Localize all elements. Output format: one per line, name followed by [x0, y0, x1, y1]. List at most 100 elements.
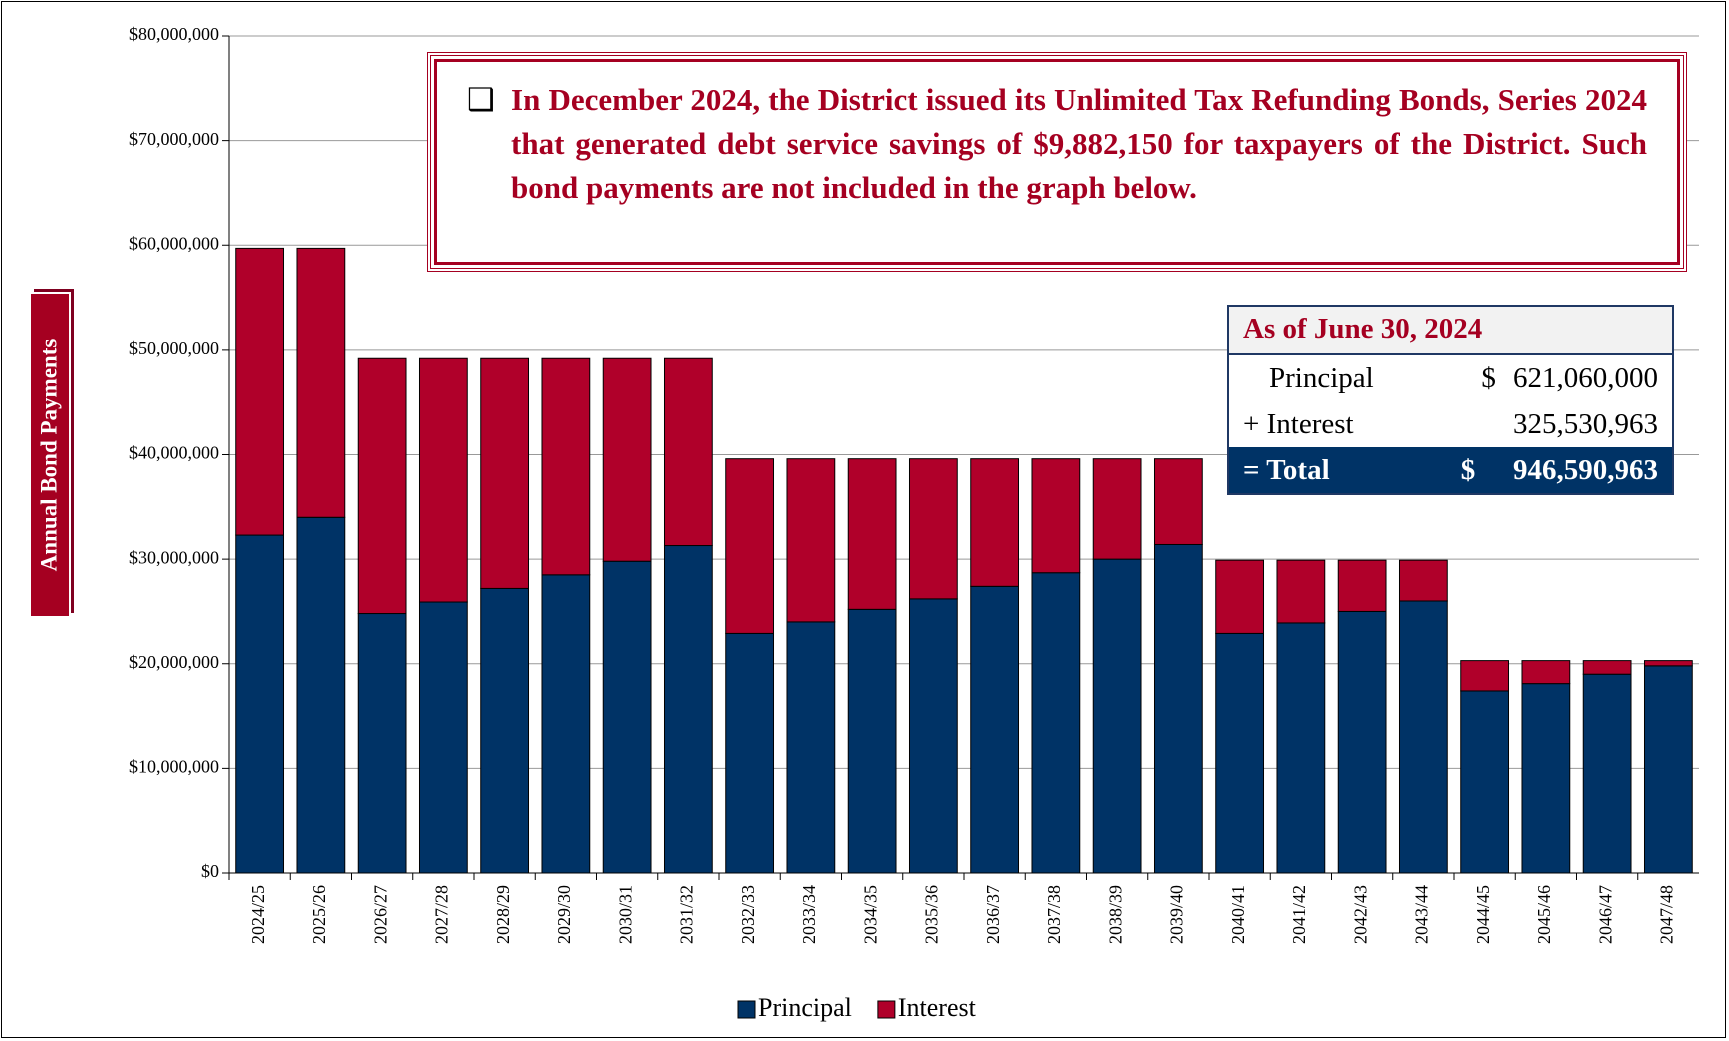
bar-segment — [418, 357, 468, 603]
y-tick-label: $80,000,000 — [129, 24, 219, 44]
y-axis-label: Annual Bond Payments — [36, 339, 61, 572]
bar-segment — [418, 601, 468, 874]
table-cell: Principal — [1269, 361, 1374, 394]
bar-segment — [1031, 572, 1081, 874]
bar-segment — [663, 545, 713, 874]
table-cell: $ — [1460, 453, 1476, 486]
table-row: Principal $621,060,000 — [1229, 355, 1672, 401]
x-tick-label: 2026/27 — [370, 885, 390, 944]
bar-segment — [1153, 543, 1203, 874]
annotation-box: ❑ In December 2024, the District issued i… — [427, 52, 1687, 272]
bar-segment — [1460, 690, 1510, 874]
table-row: = Total $946,590,963 — [1229, 447, 1672, 493]
bar-segment — [480, 357, 530, 589]
bar-segment — [1092, 558, 1142, 874]
x-tick-label: 2039/40 — [1167, 885, 1187, 944]
bar-segment — [1276, 559, 1326, 624]
bar-segment — [725, 458, 775, 634]
table-cell: + Interest — [1243, 407, 1354, 440]
bar-segment — [602, 357, 652, 562]
bar-segment — [1276, 622, 1326, 874]
bar-segment — [1337, 559, 1387, 612]
bar-segment — [296, 516, 346, 874]
y-tick-label: $0 — [201, 861, 219, 881]
legend-label: Interest — [898, 993, 977, 1022]
table-cell: 946,590,963 — [1513, 453, 1658, 486]
bar-segment — [235, 247, 285, 536]
legend-swatch — [737, 1000, 756, 1019]
x-tick-label: 2042/43 — [1350, 885, 1370, 944]
y-tick-label: $20,000,000 — [129, 652, 219, 672]
label-bg — [29, 292, 71, 618]
bar-segment — [1582, 673, 1632, 874]
x-tick-label: 2031/32 — [677, 885, 697, 944]
x-tick-label: 2036/37 — [983, 885, 1003, 944]
x-tick-label: 2033/34 — [799, 885, 819, 944]
bar-segment — [296, 247, 346, 518]
x-tick-label: 2035/36 — [922, 885, 942, 944]
bar-segment — [1398, 600, 1448, 874]
bar-segment — [541, 574, 591, 874]
table-title: As of June 30, 2024 — [1229, 307, 1672, 355]
bar-segment — [357, 357, 407, 615]
bar-segment — [1582, 660, 1632, 675]
x-tick-label: 2047/48 — [1657, 885, 1677, 944]
bar-segment — [235, 534, 285, 874]
bar-segment — [908, 598, 958, 874]
x-tick-label: 2029/30 — [554, 885, 574, 944]
x-tick-label: 2032/33 — [738, 885, 758, 944]
legend-swatch — [877, 1000, 896, 1019]
bar-segment — [970, 458, 1020, 587]
legend-label: Principal — [758, 993, 852, 1022]
bar-segment — [908, 458, 958, 600]
x-tick-label: 2034/35 — [860, 885, 880, 944]
x-tick-label: 2038/39 — [1105, 885, 1125, 944]
table-cell: = Total — [1243, 453, 1330, 486]
bar-segment — [1643, 665, 1693, 874]
x-tick-label: 2044/45 — [1473, 885, 1493, 944]
x-tick-label: 2037/38 — [1044, 885, 1064, 944]
bar-segment — [1092, 458, 1142, 560]
bar-segment — [663, 357, 713, 547]
table-cell: 621,060,000 — [1513, 361, 1658, 394]
x-tick-label: 2030/31 — [615, 885, 635, 944]
table-row: + Interest 325,530,963 — [1229, 401, 1672, 447]
bar-segment — [786, 458, 836, 623]
annotation-text: In December 2024, the District issued it… — [511, 82, 1647, 205]
x-tick-label: 2028/29 — [493, 885, 513, 944]
bar-segment — [1521, 683, 1571, 874]
x-tick-label: 2046/47 — [1595, 885, 1615, 944]
y-tick-label: $30,000,000 — [129, 547, 219, 567]
x-tick-label: 2040/41 — [1228, 885, 1248, 944]
y-tick-label: $50,000,000 — [129, 338, 219, 358]
bar-segment — [847, 608, 897, 874]
bar-segment — [480, 587, 530, 874]
bar-segment — [1153, 458, 1203, 545]
y-tick-label: $40,000,000 — [129, 443, 219, 463]
x-tick-label: 2024/25 — [248, 885, 268, 944]
y-axis-label-box: Annual Bond Payments — [29, 289, 74, 618]
bar-segment — [1460, 660, 1510, 692]
y-tick-label: $70,000,000 — [129, 129, 219, 149]
x-tick-label: 2041/42 — [1289, 885, 1309, 944]
bar-segment — [725, 632, 775, 874]
bullet: ❑ — [467, 82, 495, 117]
y-tick-label: $60,000,000 — [129, 233, 219, 253]
summary-table: As of June 30, 2024 Principal $621,060,00… — [1227, 305, 1674, 495]
x-tick-label: 2045/46 — [1534, 885, 1554, 944]
bar-segment — [847, 458, 897, 610]
bar-segment — [1521, 660, 1571, 685]
bar-segment — [1398, 559, 1448, 602]
y-tick-label: $10,000,000 — [129, 757, 219, 777]
table-cell: 325,530,963 — [1513, 407, 1658, 440]
x-tick-label: 2025/26 — [309, 885, 329, 944]
bar-segment — [1215, 632, 1265, 874]
table-cell: $ — [1481, 361, 1496, 394]
bar-segment — [1337, 610, 1387, 874]
x-tick-label: 2043/44 — [1412, 885, 1432, 944]
bar-segment — [541, 357, 591, 576]
bar-segment — [1643, 660, 1693, 667]
